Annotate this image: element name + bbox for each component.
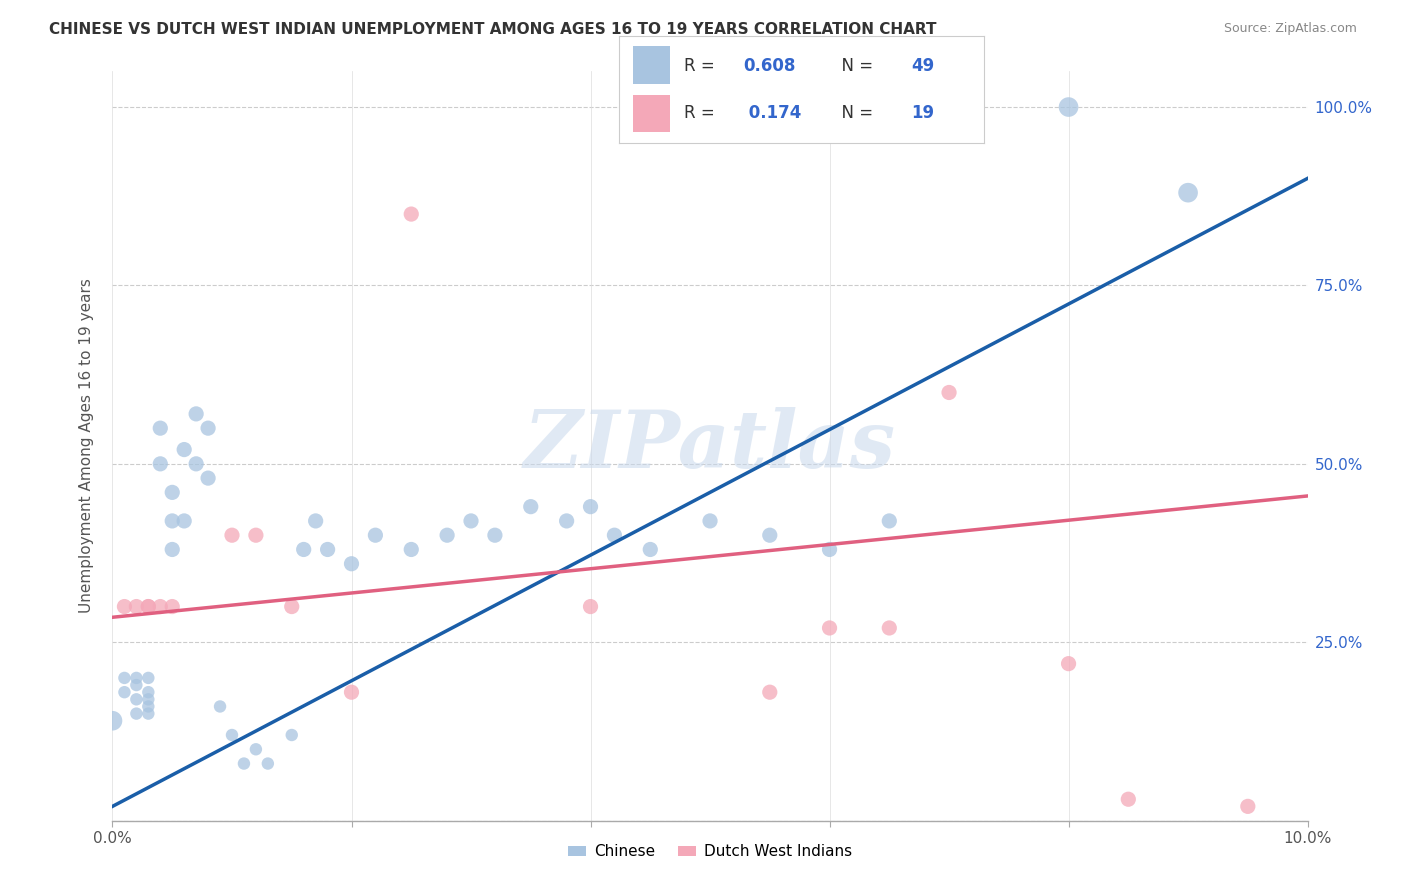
FancyBboxPatch shape [633, 46, 669, 84]
Point [221, 528, 243, 542]
Point [579, 500, 602, 514]
Point [579, 599, 602, 614]
Point [818, 542, 841, 557]
Point [138, 685, 160, 699]
Point [1057, 657, 1080, 671]
Text: N =: N = [831, 103, 877, 121]
Text: CHINESE VS DUTCH WEST INDIAN UNEMPLOYMENT AMONG AGES 16 TO 19 YEARS CORRELATION : CHINESE VS DUTCH WEST INDIAN UNEMPLOYMEN… [49, 22, 936, 37]
Point [879, 514, 901, 528]
Text: Source: ZipAtlas.com: Source: ZipAtlas.com [1223, 22, 1357, 36]
Point [640, 542, 662, 557]
Point [484, 528, 506, 542]
Point [114, 599, 135, 614]
Point [305, 514, 328, 528]
Text: R =: R = [685, 103, 720, 121]
Point [818, 621, 841, 635]
Point [173, 442, 195, 457]
Point [162, 514, 183, 528]
Point [316, 542, 339, 557]
Point [138, 692, 160, 706]
Point [699, 514, 721, 528]
Text: 0.174: 0.174 [742, 103, 801, 121]
Point [1118, 792, 1140, 806]
Point [138, 699, 160, 714]
Point [1237, 799, 1260, 814]
Point [245, 528, 267, 542]
Point [292, 542, 315, 557]
Text: 19: 19 [911, 103, 934, 121]
Point [138, 599, 160, 614]
Point [149, 457, 172, 471]
Point [1177, 186, 1199, 200]
Point [401, 542, 423, 557]
Text: ZIPatlas: ZIPatlas [524, 408, 896, 484]
Text: R =: R = [685, 57, 720, 75]
Point [401, 207, 423, 221]
Point [233, 756, 256, 771]
Point [125, 599, 148, 614]
Point [436, 528, 458, 542]
Point [101, 714, 124, 728]
Point [162, 599, 183, 614]
Text: N =: N = [831, 57, 877, 75]
Point [197, 421, 219, 435]
Point [340, 557, 363, 571]
Point [186, 457, 208, 471]
Point [209, 699, 232, 714]
Point [281, 599, 304, 614]
Point [149, 599, 172, 614]
Text: 49: 49 [911, 57, 935, 75]
Point [759, 685, 782, 699]
Point [162, 485, 183, 500]
Point [125, 671, 148, 685]
Point [138, 599, 160, 614]
Point [114, 671, 135, 685]
Text: 0.608: 0.608 [742, 57, 796, 75]
Point [138, 671, 160, 685]
Y-axis label: Unemployment Among Ages 16 to 19 years: Unemployment Among Ages 16 to 19 years [79, 278, 94, 614]
Point [125, 678, 148, 692]
Point [879, 621, 901, 635]
Point [197, 471, 219, 485]
Point [603, 528, 626, 542]
Point [460, 514, 482, 528]
FancyBboxPatch shape [633, 95, 669, 132]
Point [938, 385, 960, 400]
Point [364, 528, 387, 542]
Point [759, 528, 782, 542]
Point [186, 407, 208, 421]
Point [555, 514, 578, 528]
Point [149, 421, 172, 435]
Point [1057, 100, 1080, 114]
Point [138, 706, 160, 721]
Point [125, 692, 148, 706]
Point [520, 500, 543, 514]
Point [221, 728, 243, 742]
Point [245, 742, 267, 756]
Point [173, 514, 195, 528]
Point [114, 685, 135, 699]
Point [257, 756, 280, 771]
Point [125, 706, 148, 721]
Point [162, 542, 183, 557]
Legend: Chinese, Dutch West Indians: Chinese, Dutch West Indians [562, 838, 858, 865]
Point [340, 685, 363, 699]
Point [281, 728, 304, 742]
